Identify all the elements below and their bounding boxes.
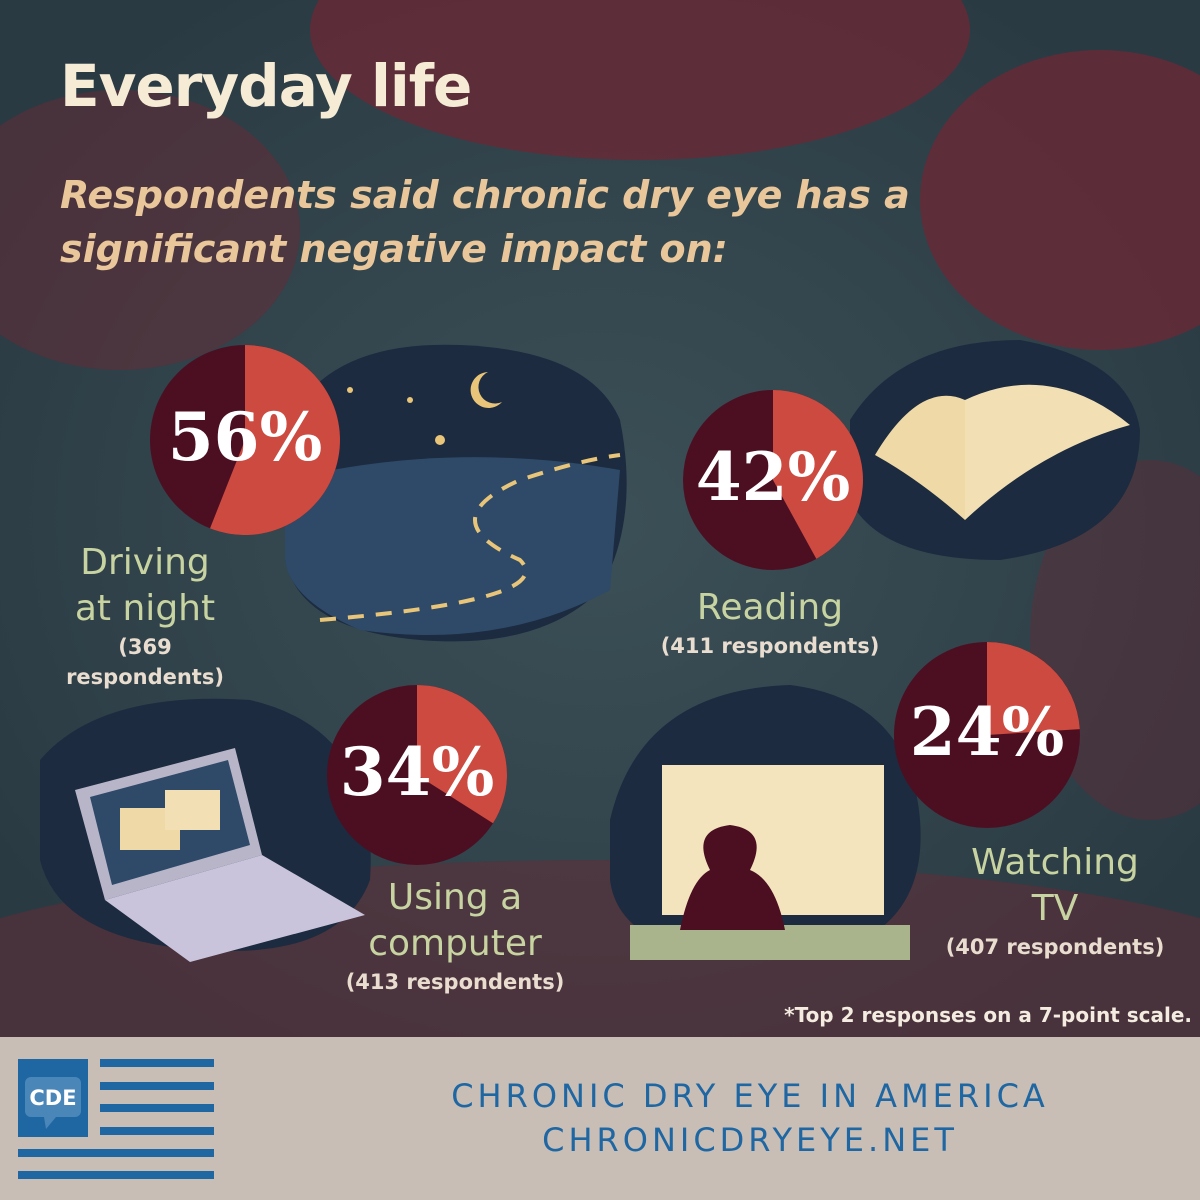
respondents-tv: (407 respondents) (945, 935, 1165, 959)
respondents-computer: (413 respondents) (345, 970, 565, 994)
background-illustrations (0, 0, 1200, 1040)
footer-url[interactable]: CHRONICDRYEYE.NET (542, 1121, 958, 1159)
footnote: *Top 2 responses on a 7-point scale. (784, 1003, 1192, 1027)
pie-slice-reading (773, 390, 864, 559)
pie-value-computer: 34% (339, 733, 495, 811)
respondents-reading: (411 respondents) (660, 634, 880, 658)
pie-slice-computer (417, 684, 507, 824)
cde-logo: CDE (18, 1059, 214, 1179)
label-tv: Watching TV (407 respondents) (920, 840, 1190, 962)
label-driving: Driving at night (369 respondents) (40, 540, 250, 692)
label-reading: Reading (411 respondents) (640, 585, 900, 661)
pie-value-tv: 24% (909, 693, 1065, 771)
respondents-driving: (369 respondents) (66, 635, 224, 689)
book-illustration (850, 340, 1140, 560)
pie-charts (150, 345, 1080, 865)
footer-title: CHRONIC DRY EYE IN AMERICA (451, 1077, 1049, 1115)
night-road-illustration (285, 344, 627, 642)
tv-illustration (610, 685, 921, 960)
footer: CDE CHRONIC DRY EYE IN AMERICA CHRONICDR… (0, 1037, 1200, 1200)
pie-slice-tv (987, 642, 1080, 735)
pie-value-driving: 56% (167, 398, 323, 476)
pie-value-reading: 42% (695, 438, 851, 516)
laptop-illustration (40, 698, 371, 962)
page-title: Everyday life (60, 52, 472, 120)
logo-text: CDE (29, 1086, 76, 1110)
pie-slice-driving (210, 345, 340, 535)
label-computer: Using a computer (413 respondents) (320, 875, 590, 997)
page-subtitle: Respondents said chronic dry eye has a s… (60, 173, 910, 271)
